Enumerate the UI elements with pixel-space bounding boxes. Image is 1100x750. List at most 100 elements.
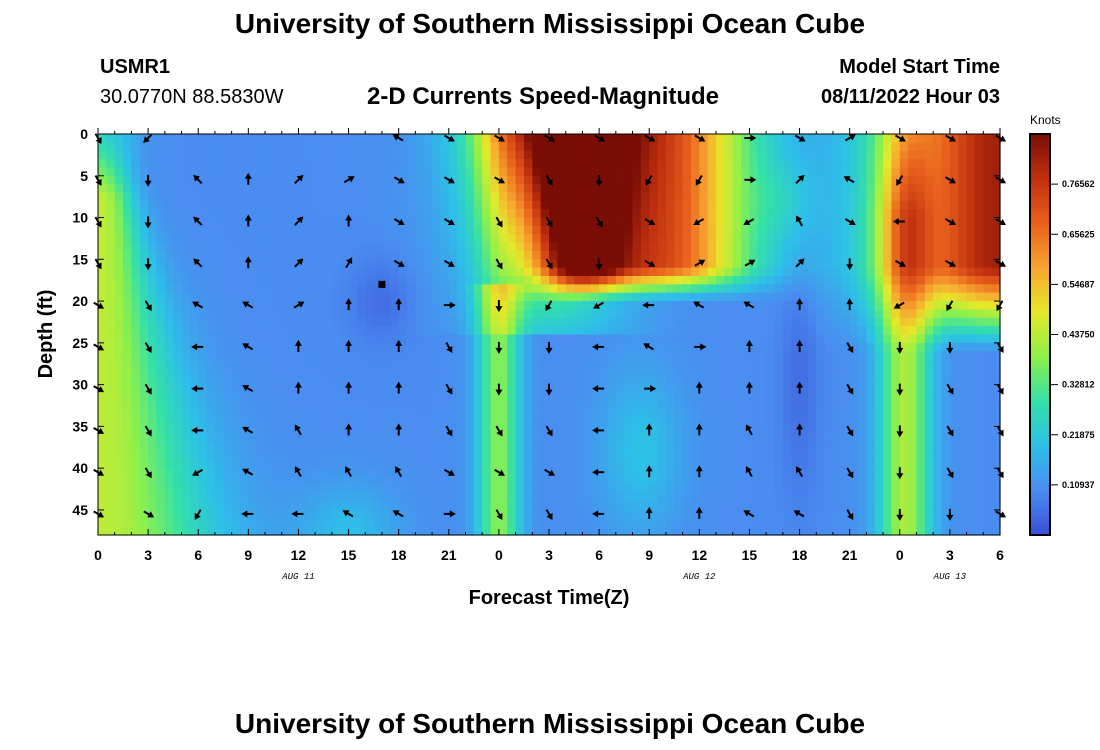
heatmap-cell [290, 175, 300, 185]
heatmap-cell [490, 150, 500, 160]
heatmap-cell [874, 401, 884, 411]
heatmap-cell [682, 443, 692, 453]
heatmap-cell [741, 150, 751, 160]
heatmap-cell [883, 434, 893, 444]
heatmap-cell [356, 326, 366, 336]
heatmap-cell [590, 134, 600, 143]
heatmap-cell [624, 184, 634, 194]
heatmap-cell [465, 484, 475, 494]
heatmap-cell [599, 242, 609, 252]
heatmap-cell [231, 267, 241, 277]
heatmap-cell [949, 150, 959, 160]
heatmap-cell [883, 426, 893, 436]
heatmap-cell [198, 267, 208, 277]
heatmap-cell [323, 476, 333, 486]
heatmap-cell [908, 217, 918, 227]
heatmap-cell [849, 284, 859, 294]
main-title: University of Southern Mississippi Ocean… [234, 8, 866, 39]
heatmap-cell [306, 334, 316, 344]
heatmap-cell [239, 276, 249, 285]
heatmap-cell [290, 326, 300, 336]
heatmap-cell [749, 359, 759, 369]
heatmap-cell [716, 409, 725, 419]
heatmap-cell [415, 284, 425, 294]
heatmap-cell [206, 309, 216, 319]
heatmap-cell [807, 192, 817, 202]
heatmap-cell [473, 451, 483, 461]
heatmap-cell [774, 309, 784, 319]
heatmap-cell [407, 259, 416, 269]
heatmap-cell [974, 509, 984, 519]
heatmap-cell [816, 426, 826, 436]
heatmap-cell [858, 242, 867, 252]
heatmap-cell [640, 484, 650, 494]
heatmap-cell [791, 267, 801, 277]
heatmap-cell [407, 134, 416, 143]
heatmap-cell [741, 434, 751, 444]
heatmap-cell [432, 443, 442, 453]
heatmap-cell [699, 134, 709, 143]
heatmap-cell [498, 451, 508, 461]
heatmap-cell [699, 159, 709, 169]
heatmap-cell [223, 284, 233, 294]
heatmap-cell [507, 326, 517, 336]
heatmap-cell [365, 200, 375, 210]
heatmap-cell [432, 459, 442, 469]
heatmap-cell [398, 384, 408, 394]
heatmap-cell [139, 509, 149, 519]
heatmap-cell [774, 175, 784, 185]
heatmap-cell [974, 142, 984, 152]
heatmap-cell [974, 242, 984, 252]
heatmap-cell [682, 401, 692, 411]
heatmap-cell [958, 334, 968, 344]
heatmap-cell [958, 434, 968, 444]
heatmap-cell [949, 434, 959, 444]
heatmap-cell [883, 392, 893, 402]
heatmap-cell [741, 342, 751, 352]
heatmap-cell [607, 376, 617, 386]
heatmap-cell [624, 409, 634, 419]
heatmap-cell [490, 242, 500, 252]
heatmap-cell [356, 184, 366, 194]
heatmap-cell [348, 267, 358, 277]
heatmap-cell [674, 443, 684, 453]
heatmap-cell [356, 401, 366, 411]
heatmap-cell [699, 192, 709, 202]
heatmap-cell [532, 451, 542, 461]
heatmap-cell [356, 242, 366, 252]
heatmap-cell [440, 250, 450, 260]
heatmap-cell [899, 259, 909, 269]
heatmap-cell [365, 242, 375, 252]
heatmap-cell [131, 284, 141, 294]
heatmap-cell [273, 334, 283, 344]
heatmap-cell [348, 334, 358, 344]
heatmap-cell [323, 284, 333, 294]
heatmap-cell [273, 225, 283, 235]
heatmap-cell [290, 317, 300, 327]
heatmap-cell [356, 509, 366, 519]
heatmap-cell [189, 175, 199, 185]
heatmap-cell [908, 493, 918, 503]
heatmap-cell [106, 418, 116, 427]
heatmap-cell [482, 309, 492, 319]
heatmap-cell [674, 342, 684, 352]
heatmap-cell [640, 167, 650, 177]
heatmap-cell [599, 376, 609, 386]
heatmap-cell [482, 384, 492, 394]
heatmap-cell [281, 359, 291, 369]
heatmap-cell [883, 376, 893, 386]
heatmap-cell [966, 451, 976, 461]
heatmap-cell [549, 409, 558, 419]
heatmap-cell [832, 134, 842, 143]
heatmap-cell [933, 392, 943, 402]
heatmap-cell [649, 434, 659, 444]
heatmap-cell [315, 367, 325, 377]
heatmap-cell [114, 501, 124, 511]
heatmap-cell [340, 376, 350, 386]
heatmap-cell [306, 284, 316, 294]
heatmap-cell [440, 451, 450, 461]
heatmap-cell [440, 326, 450, 336]
heatmap-cell [824, 376, 834, 386]
heatmap-cell [908, 501, 918, 511]
heatmap-cell [398, 184, 408, 194]
